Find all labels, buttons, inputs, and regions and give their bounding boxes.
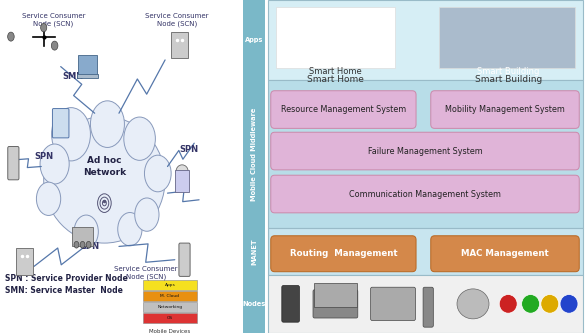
Ellipse shape [457, 289, 489, 319]
Circle shape [40, 23, 47, 32]
Text: Service Consumer
Node (SCN): Service Consumer Node (SCN) [146, 13, 209, 27]
FancyBboxPatch shape [423, 287, 433, 327]
Text: Ad hoc
Network: Ad hoc Network [83, 157, 126, 176]
FancyBboxPatch shape [268, 80, 583, 228]
Text: Mobile Cloud Middleware: Mobile Cloud Middleware [251, 107, 257, 201]
FancyBboxPatch shape [268, 275, 583, 333]
FancyBboxPatch shape [143, 291, 197, 301]
Text: M. Cloud: M. Cloud [160, 294, 180, 298]
FancyBboxPatch shape [271, 91, 416, 128]
FancyBboxPatch shape [276, 7, 395, 68]
FancyBboxPatch shape [431, 236, 579, 272]
Circle shape [51, 108, 91, 161]
Text: Routing  Management: Routing Management [290, 249, 397, 258]
FancyBboxPatch shape [314, 283, 357, 306]
Circle shape [8, 32, 14, 41]
Text: MANET: MANET [251, 238, 257, 265]
FancyBboxPatch shape [143, 280, 197, 290]
FancyBboxPatch shape [282, 286, 300, 322]
Text: Mobile Devices: Mobile Devices [149, 329, 191, 333]
Text: SPN: SPN [80, 242, 99, 251]
Text: Smart Home: Smart Home [307, 75, 364, 84]
Ellipse shape [44, 117, 165, 243]
Text: Smart Building: Smart Building [477, 67, 539, 76]
Circle shape [560, 294, 578, 313]
FancyBboxPatch shape [143, 302, 197, 312]
FancyBboxPatch shape [268, 228, 583, 275]
Circle shape [522, 294, 539, 313]
Text: OS: OS [167, 316, 173, 320]
Text: Communication Management System: Communication Management System [349, 189, 501, 198]
FancyBboxPatch shape [143, 313, 197, 323]
Circle shape [541, 294, 559, 313]
Text: SPN: SPN [34, 152, 53, 161]
Text: MAC Management: MAC Management [461, 249, 549, 258]
Circle shape [74, 215, 98, 248]
Circle shape [80, 241, 85, 248]
FancyBboxPatch shape [431, 91, 579, 128]
FancyBboxPatch shape [271, 132, 579, 170]
Circle shape [91, 101, 125, 148]
Text: SMN: SMN [62, 72, 84, 81]
FancyBboxPatch shape [268, 0, 583, 80]
Text: Apps: Apps [245, 37, 263, 43]
Circle shape [51, 41, 58, 50]
Text: Resource Management System: Resource Management System [281, 105, 406, 114]
FancyBboxPatch shape [243, 0, 265, 333]
Text: Networking: Networking [157, 305, 183, 309]
Text: Mobility Management System: Mobility Management System [445, 105, 565, 114]
Circle shape [86, 241, 91, 248]
Text: Failure Management System: Failure Management System [367, 147, 483, 156]
Text: Service Consumer
Node (SCN): Service Consumer Node (SCN) [22, 13, 85, 27]
Text: Smart Home: Smart Home [309, 67, 362, 76]
FancyBboxPatch shape [313, 290, 358, 318]
Text: SPN : Service Provider Node
SMN: Service Master  Node: SPN : Service Provider Node SMN: Service… [5, 274, 128, 295]
FancyBboxPatch shape [78, 55, 97, 75]
FancyBboxPatch shape [171, 32, 188, 58]
FancyBboxPatch shape [271, 236, 416, 272]
FancyBboxPatch shape [8, 147, 19, 180]
Text: Service Consumer
Node (SCN): Service Consumer Node (SCN) [114, 266, 177, 280]
Text: Nodes: Nodes [242, 301, 266, 307]
Circle shape [499, 294, 517, 313]
FancyBboxPatch shape [53, 109, 69, 138]
FancyBboxPatch shape [16, 248, 33, 275]
Circle shape [135, 198, 159, 231]
FancyBboxPatch shape [77, 74, 98, 78]
Circle shape [144, 155, 171, 192]
Circle shape [124, 117, 156, 161]
FancyBboxPatch shape [271, 175, 579, 213]
FancyBboxPatch shape [179, 243, 190, 276]
Text: SPN: SPN [180, 145, 199, 155]
Circle shape [118, 212, 142, 246]
FancyBboxPatch shape [371, 287, 415, 320]
Circle shape [40, 144, 69, 184]
FancyBboxPatch shape [72, 227, 93, 246]
Text: Smart Building: Smart Building [474, 75, 542, 84]
Circle shape [74, 241, 79, 248]
FancyBboxPatch shape [176, 170, 189, 192]
Ellipse shape [176, 165, 188, 178]
Text: Apps: Apps [164, 283, 176, 287]
FancyBboxPatch shape [439, 7, 576, 68]
Circle shape [36, 182, 61, 215]
